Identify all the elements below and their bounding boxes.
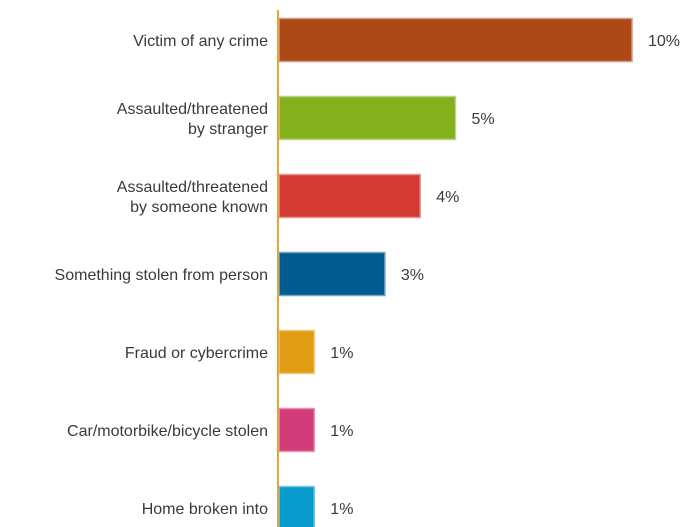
value-labels-group: 10% 5% 4% 3% 1% 1% 1%: [330, 33, 680, 518]
category-label-line: Fraud or cybercrime: [125, 345, 268, 362]
bar-6: [278, 407, 316, 453]
value-label-3: 4%: [436, 189, 459, 206]
value-label-5: 1%: [330, 345, 353, 362]
value-label-6: 1%: [330, 423, 353, 440]
category-label-line: Victim of any crime: [133, 33, 268, 50]
category-labels-group: Victim of any crime Assaulted/threatened b…: [55, 33, 269, 518]
category-label-line: by someone known: [130, 199, 268, 216]
value-label-7: 1%: [330, 501, 353, 518]
value-label-2: 5%: [472, 111, 495, 128]
category-label-line: by stranger: [188, 121, 269, 138]
category-label-5: Fraud or cybercrime: [125, 345, 268, 362]
category-label-1: Victim of any crime: [133, 33, 268, 50]
category-label-line: Something stolen from person: [55, 267, 268, 284]
bar-1: [278, 17, 633, 63]
bar-7: [278, 485, 316, 527]
category-label-7: Home broken into: [142, 501, 268, 518]
category-label-2: Assaulted/threatened by stranger: [117, 101, 269, 138]
category-label-3: Assaulted/threatened by someone known: [117, 179, 268, 216]
category-label-line: Car/motorbike/bicycle stolen: [67, 423, 268, 440]
category-label-line: Home broken into: [142, 501, 268, 518]
bar-2: [278, 95, 457, 141]
value-label-4: 3%: [401, 267, 424, 284]
bars-group: [278, 17, 633, 527]
category-label-line: Assaulted/threatened: [117, 101, 268, 118]
category-label-6: Car/motorbike/bicycle stolen: [67, 423, 268, 440]
category-label-line: Assaulted/threatened: [117, 179, 268, 196]
bar-4: [278, 251, 386, 297]
category-label-4: Something stolen from person: [55, 267, 268, 284]
bar-3: [278, 173, 421, 219]
value-label-1: 10%: [648, 33, 680, 50]
bar-5: [278, 329, 316, 375]
